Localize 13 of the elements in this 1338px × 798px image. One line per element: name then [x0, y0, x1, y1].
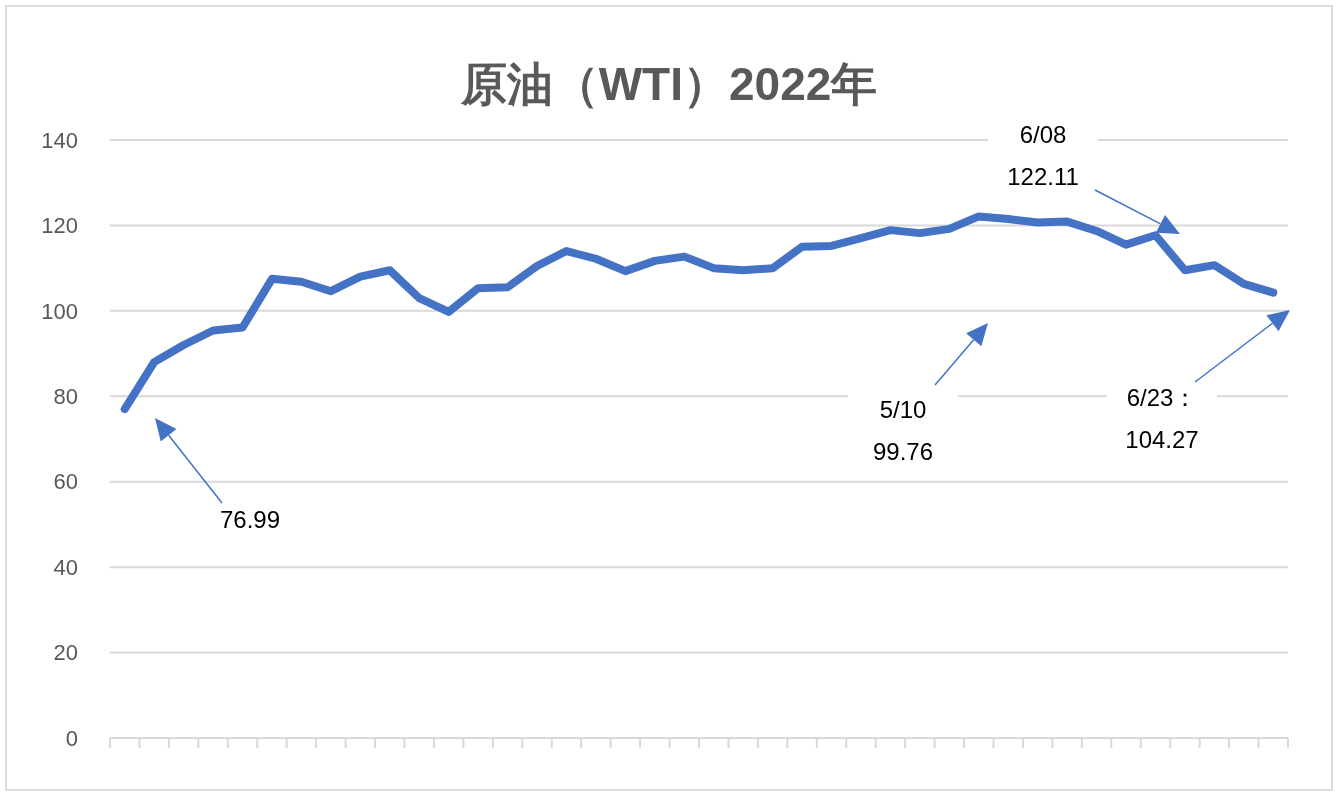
y-tick-label: 20	[53, 640, 78, 666]
chart-title: 原油（WTI）2022年	[459, 58, 878, 110]
annotation: 76.99	[219, 506, 281, 533]
y-tick-label: 140	[41, 127, 78, 153]
annotation: 6/08 122.11	[1007, 121, 1079, 190]
y-tick-label: 0	[65, 725, 78, 751]
y-tick-label: 40	[53, 554, 78, 580]
y-tick-label: 60	[53, 469, 78, 495]
annotation: 5/10 99.76	[872, 396, 934, 465]
y-tick-label: 80	[53, 383, 78, 409]
y-tick-label: 100	[41, 298, 78, 324]
y-tick-label: 120	[41, 213, 78, 239]
annotation: 6/23： 104.27	[1125, 384, 1199, 453]
